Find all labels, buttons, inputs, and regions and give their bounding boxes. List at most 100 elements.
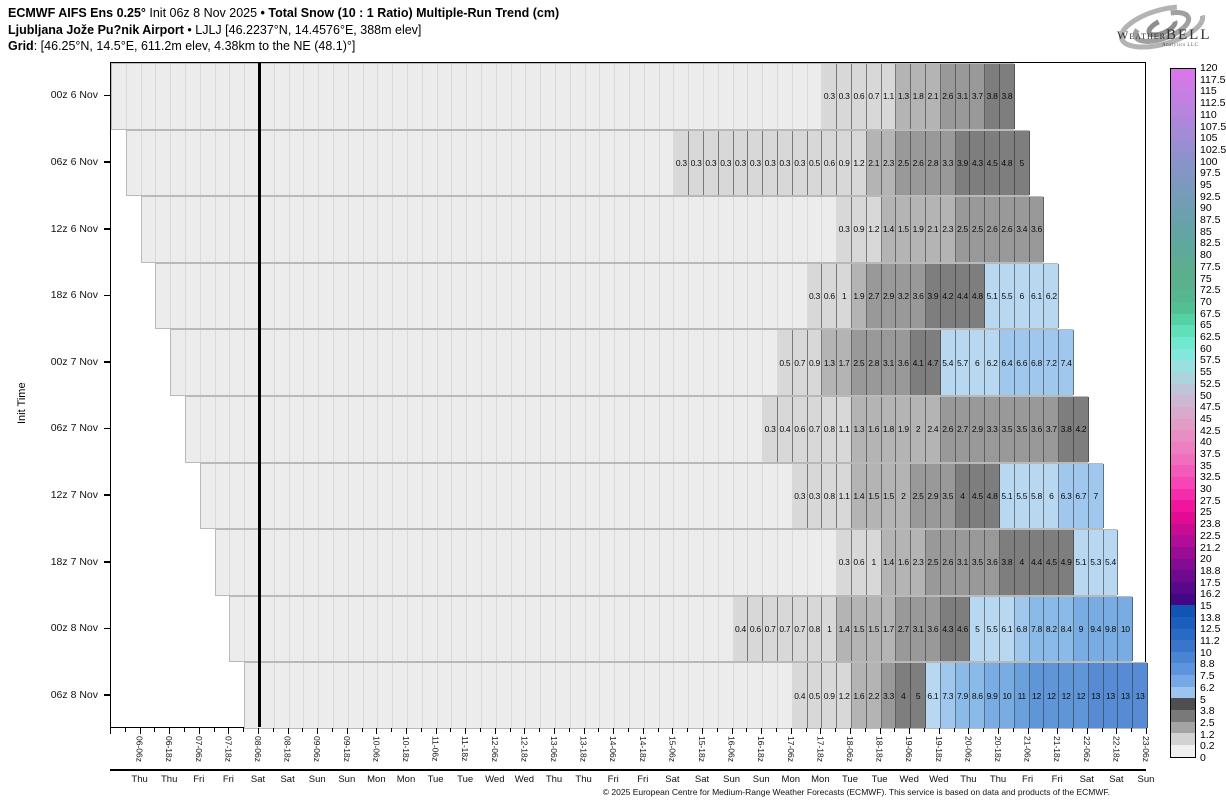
empty-cell — [763, 64, 778, 129]
x-axis-major-tick — [1146, 728, 1147, 734]
snow-total-cell: 6.1 — [925, 663, 941, 728]
empty-cell — [615, 397, 630, 462]
y-axis-tick — [104, 561, 110, 563]
x-axis-minor-tick — [154, 728, 156, 732]
snow-total-cell: 6.1 — [1029, 263, 1045, 329]
empty-cell — [407, 330, 423, 395]
snow-total-cell: 8.2 — [1044, 596, 1060, 662]
empty-cell — [289, 397, 305, 462]
snow-total-cell: 0.3 — [733, 130, 749, 196]
x-axis-minor-tick — [1072, 728, 1073, 732]
x-axis-minor-tick — [450, 728, 452, 732]
snow-total-cell: 0.3 — [689, 130, 704, 196]
snow-total-cell: 4.2 — [940, 263, 956, 329]
empty-cell — [393, 463, 408, 529]
x-axis-major-tick — [1116, 728, 1118, 734]
snow-total-cell: 6.8 — [1029, 330, 1045, 395]
snow-total-cell: 8.6 — [970, 663, 986, 728]
empty-cell — [555, 197, 571, 262]
empty-cell — [437, 596, 453, 662]
empty-cell — [777, 197, 793, 262]
colorbar-segment — [1171, 69, 1195, 81]
empty-cell — [703, 197, 719, 262]
empty-cell — [156, 64, 172, 129]
y-axis-tick — [104, 161, 110, 163]
snow-total-cell: 3.6 — [925, 596, 941, 662]
empty-cell — [200, 397, 216, 462]
empty-cell — [407, 463, 423, 529]
empty-cell — [585, 330, 601, 395]
empty-cell — [748, 463, 764, 529]
colorbar-segment — [1171, 197, 1195, 209]
colorbar-tick-label: 6.2 — [1200, 681, 1215, 694]
snow-total-cell: 2.9 — [881, 263, 897, 329]
x-axis-day-label: Thu — [545, 774, 563, 785]
x-axis-time-label: 10-18z — [401, 736, 411, 762]
colorbar-segment — [1171, 733, 1195, 746]
empty-cell — [481, 330, 497, 395]
snow-total-cell: 0.3 — [763, 130, 778, 196]
colorbar-tick-label: 95 — [1200, 178, 1212, 191]
snow-total-cell: 0.6 — [822, 263, 838, 329]
empty-cell — [319, 330, 334, 395]
x-axis-minor-tick — [184, 728, 185, 732]
colorbar-segment — [1171, 686, 1195, 699]
chart-subtitle: Ljubljana Jože Pu?nik Airport • LJLJ [46… — [8, 23, 421, 37]
snow-total-cell: 0.3 — [822, 64, 838, 129]
snow-total-cell: 0.3 — [777, 130, 793, 196]
empty-cell — [674, 596, 690, 662]
empty-cell — [437, 397, 453, 462]
x-axis-time-label: 13-18z — [578, 736, 589, 762]
snow-total-cell: 2.4 — [926, 397, 941, 462]
empty-cell — [171, 130, 186, 196]
x-axis-minor-tick — [687, 728, 689, 732]
snow-total-cell: 5.1 — [1073, 530, 1089, 595]
empty-cell — [807, 530, 823, 595]
colorbar-tick-label: 1.2 — [1200, 728, 1215, 741]
snow-total-cell: 0.3 — [792, 130, 808, 196]
colorbar-tick-label: 17.5 — [1200, 576, 1221, 589]
empty-cell — [526, 263, 542, 329]
colorbar-tick-label: 102.5 — [1200, 143, 1226, 156]
colorbar-tick-label: 82.5 — [1200, 237, 1221, 250]
empty-cell — [703, 330, 719, 395]
colorbar-segment — [1171, 558, 1195, 571]
empty-cell — [467, 463, 482, 529]
colorbar-tick-label: 13.8 — [1200, 611, 1221, 624]
run-band: 0.3 0.3 0.3 0.3 0.3 0.3 0.3 0.3 0.3 0.5 0.6 0.9 1.2 2… — [125, 129, 1030, 197]
empty-cell — [659, 330, 675, 395]
snow-total-cell: 6.2 — [985, 330, 1000, 395]
snow-total-cell: 3.3 — [985, 397, 1000, 462]
x-axis-day-label: Wed — [929, 774, 949, 785]
empty-cell — [496, 596, 512, 662]
x-axis-major-tick — [731, 728, 733, 734]
empty-cell — [467, 663, 482, 728]
x-axis-day-label: Sun — [338, 774, 356, 785]
colorbar-tick-label: 117.5 — [1200, 73, 1226, 86]
empty-cell — [748, 263, 764, 329]
empty-cell — [230, 397, 246, 462]
snow-total-cell: 2.6 — [911, 130, 926, 196]
empty-cell — [511, 663, 527, 728]
empty-cell — [733, 64, 749, 129]
run-band: 0.5 0.7 0.9 1.3 1.7 2.5 2.8 3.1 3.6 4.1 4.7 5.4 5.7 6… — [170, 329, 1074, 396]
empty-cell — [541, 263, 556, 329]
colorbar-segment — [1171, 313, 1195, 326]
empty-cell — [526, 596, 542, 662]
empty-cell — [304, 330, 320, 395]
empty-cell — [393, 596, 408, 662]
snow-total-cell: 4.6 — [955, 596, 971, 662]
snow-total-cell: 6 — [970, 330, 986, 395]
colorbar-segment — [1171, 208, 1195, 221]
empty-cell — [526, 197, 542, 262]
colorbar-tick-label: 57.5 — [1200, 354, 1221, 367]
snow-total-cell: 1.5 — [896, 197, 912, 262]
empty-cell — [496, 530, 512, 595]
empty-cell — [289, 530, 305, 595]
empty-cell — [259, 530, 275, 595]
snow-total-cell: 3.6 — [1029, 397, 1045, 462]
snow-total-cell: 2.6 — [985, 197, 1000, 262]
snow-total-cell: 0.9 — [807, 330, 823, 395]
empty-cell — [659, 663, 675, 728]
empty-cell — [452, 64, 468, 129]
